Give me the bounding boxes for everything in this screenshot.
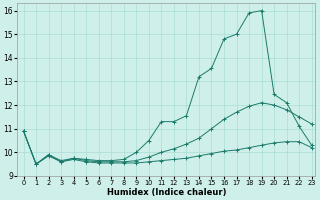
X-axis label: Humidex (Indice chaleur): Humidex (Indice chaleur): [107, 188, 226, 197]
